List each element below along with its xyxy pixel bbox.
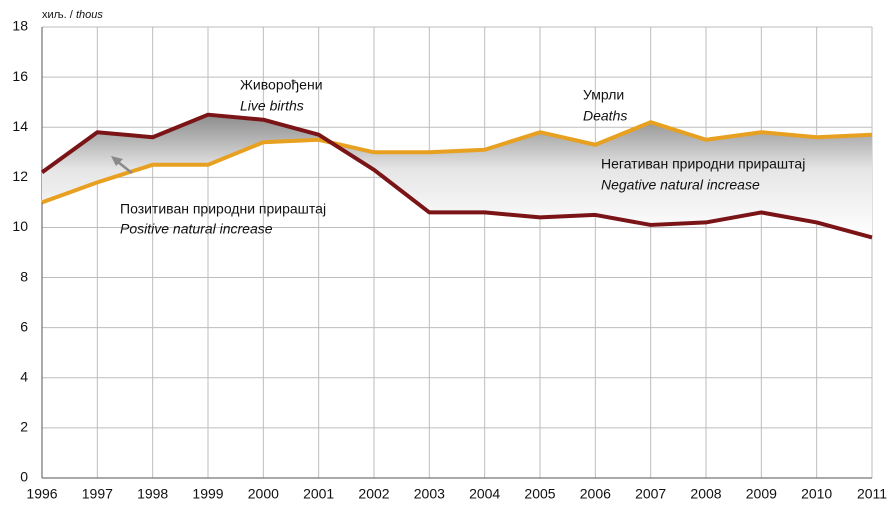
- area-layer: [42, 114, 872, 238]
- grid: 0 2 4 6 8 10 12 14 16 18 1996 1997 1998 1999 2000 2001 2…: [12, 18, 887, 502]
- y-label: хиљ. /: [42, 9, 74, 21]
- y-tick-label: 2: [20, 419, 28, 435]
- x-tick-label: 2006: [580, 486, 611, 502]
- series-label-en: Live births: [240, 98, 304, 114]
- series-label: Живорођени: [240, 77, 323, 93]
- x-tick-label: 2004: [469, 486, 500, 502]
- series-label: Умрли: [583, 87, 624, 103]
- x-tick-label: 2002: [358, 486, 389, 502]
- y-label-en: thous: [76, 9, 103, 21]
- y-tick-label: 12: [12, 168, 28, 184]
- y-tick-label: 16: [12, 68, 28, 84]
- x-tick-label: 2005: [524, 486, 555, 502]
- x-tick-label: 2000: [248, 486, 279, 502]
- x-tick-label: 2011: [857, 486, 887, 502]
- x-tick-label: 1999: [192, 486, 223, 502]
- x-tick-label: 2010: [801, 486, 832, 502]
- annotation: Негативан природни прираштај: [601, 156, 805, 172]
- y-tick-label: 10: [12, 218, 28, 234]
- y-tick-label: 0: [20, 469, 28, 485]
- x-tick-label: 1998: [137, 486, 168, 502]
- y-tick-label: 8: [20, 268, 28, 284]
- x-tick-label: 1996: [26, 486, 57, 502]
- annotation-en: Positive natural increase: [120, 221, 273, 237]
- series-label-en: Deaths: [583, 108, 627, 124]
- arrow: [117, 161, 133, 174]
- annotation: Позитиван природни прираштај: [120, 201, 326, 217]
- y-tick-label: 18: [12, 18, 28, 34]
- x-tick-label: 2009: [746, 486, 777, 502]
- y-tick-label: 14: [12, 118, 28, 134]
- y-tick-label: 4: [20, 368, 28, 384]
- gap-area: [42, 114, 872, 238]
- y-tick-label: 6: [20, 318, 28, 334]
- line-layer: [40, 112, 873, 240]
- x-tick-label: 2003: [414, 486, 445, 502]
- x-tick-label: 2008: [690, 486, 721, 502]
- x-tick-label: 2001: [303, 486, 334, 502]
- x-tick-label: 2007: [635, 486, 666, 502]
- series-line: [40, 112, 873, 240]
- x-tick-label: 1997: [82, 486, 113, 502]
- series-line: [41, 120, 873, 205]
- arrow-head: [111, 156, 123, 166]
- annotation-en: Negative natural increase: [601, 177, 760, 193]
